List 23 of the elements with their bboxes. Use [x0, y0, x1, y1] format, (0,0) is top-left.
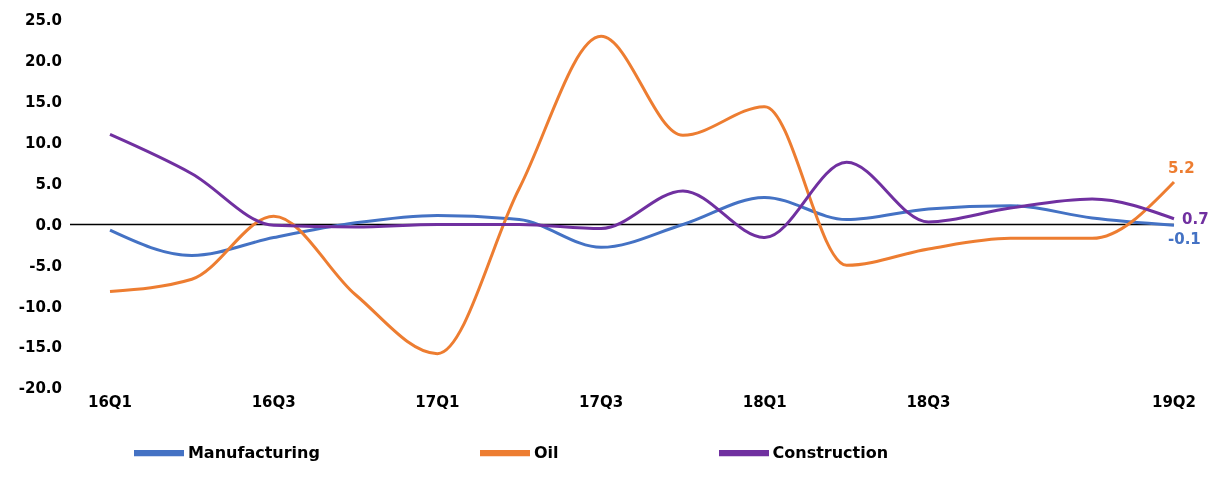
x-tick-label: 17Q3: [579, 392, 624, 411]
x-tick-label: 17Q1: [415, 392, 460, 411]
y-tick-label: 0.0: [35, 215, 62, 234]
y-tick-label: -20.0: [18, 379, 62, 398]
x-tick-label: 16Q1: [87, 392, 133, 411]
y-tick-label: 5.0: [35, 174, 62, 193]
legend-label: Manufacturing: [187, 442, 320, 462]
y-tick-label: -15.0: [18, 338, 62, 357]
x-tick-label: 18Q1: [742, 392, 787, 411]
y-tick-label: 20.0: [24, 52, 62, 71]
data-label: 5.2: [1168, 158, 1195, 177]
data-label: -0.1: [1168, 230, 1201, 249]
y-tick-label: -10.0: [18, 297, 62, 316]
data-label: 0.7: [1182, 209, 1209, 228]
y-tick-label: 15.0: [24, 93, 62, 112]
x-tick-label: 16Q3: [251, 392, 296, 411]
legend-label: Construction: [772, 442, 889, 462]
y-tick-label: 10.0: [24, 133, 62, 152]
x-tick-label: 18Q3: [906, 392, 951, 411]
x-tick-label: 19Q2: [1151, 392, 1197, 411]
y-tick-label: -5.0: [29, 256, 62, 275]
y-tick-label: 25.0: [24, 11, 62, 30]
legend-label: Oil: [533, 442, 559, 462]
